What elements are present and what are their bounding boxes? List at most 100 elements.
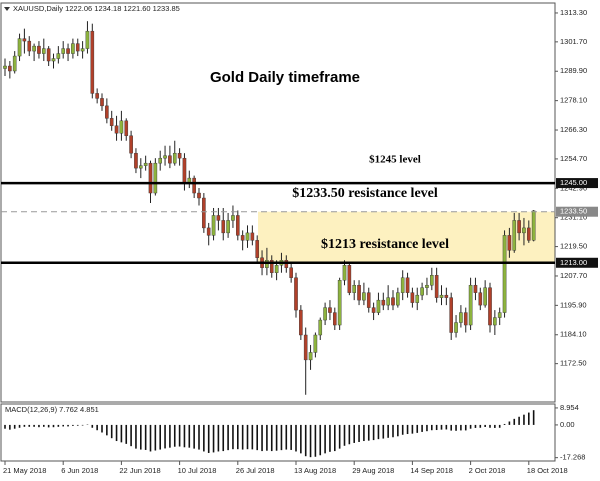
annotation: $1233.50 resistance level <box>292 186 438 201</box>
candle-body <box>56 53 61 59</box>
candle-body <box>493 317 497 326</box>
candle-body <box>488 287 492 326</box>
header: XAUUSD,Daily 1222.06 1234.18 1221.60 123… <box>13 4 180 13</box>
candle-body <box>386 297 390 306</box>
candle-body <box>483 287 487 306</box>
y-tick-label: 1254.70 <box>560 154 587 163</box>
candle-body <box>328 307 332 313</box>
candle-body <box>459 312 463 323</box>
level-label: 1245.00 <box>560 178 587 187</box>
candle-body <box>129 135 133 154</box>
candle-body <box>245 232 250 241</box>
candle-body <box>502 235 507 313</box>
candle-body <box>478 292 483 306</box>
x-tick-label: 10 Jul 2018 <box>178 466 217 475</box>
candle-body <box>333 312 337 326</box>
y-tick-label: 1219.50 <box>560 242 587 251</box>
candle-body <box>415 294 420 303</box>
candle-body <box>114 125 119 134</box>
candle-body <box>61 48 65 54</box>
macd-frame <box>0 403 556 462</box>
x-tick-label: 29 Aug 2018 <box>352 466 394 475</box>
candle-body <box>454 322 458 333</box>
candle-body <box>366 292 371 308</box>
candle-body <box>105 105 109 119</box>
candle-body <box>507 235 512 251</box>
candle-body <box>8 65 12 72</box>
candle-body <box>75 43 80 52</box>
candle-body <box>42 48 46 54</box>
candle-body <box>71 43 75 54</box>
candle-body <box>342 265 347 281</box>
candle-body <box>206 227 211 236</box>
x-tick-label: 6 Jun 2018 <box>61 466 98 475</box>
candle-body <box>420 287 424 296</box>
y-tick-label: 1195.90 <box>560 300 587 309</box>
candle-body <box>517 220 521 234</box>
candle-body <box>163 155 167 159</box>
x-tick-label: 18 Oct 2018 <box>527 466 568 475</box>
candle-body <box>289 267 293 278</box>
candle-body <box>497 312 502 318</box>
candle-body <box>216 215 221 221</box>
candle-body <box>318 319 323 336</box>
level-box <box>556 178 598 189</box>
candle-body <box>51 58 56 62</box>
level-box <box>556 257 598 268</box>
candle-body <box>303 334 308 361</box>
candle-body <box>347 265 352 293</box>
candle-body <box>27 40 32 52</box>
macd-tick-label: 8.954 <box>560 403 579 412</box>
y-tick-label: 1313.30 <box>560 8 587 17</box>
candle-body <box>299 309 303 336</box>
candle-body <box>371 307 376 313</box>
candle-body <box>153 162 158 194</box>
y-tick-label: 1289.90 <box>560 66 587 75</box>
candle-body <box>449 297 454 333</box>
candle-body <box>90 30 95 94</box>
candle-body <box>323 307 327 321</box>
candle-body <box>274 265 279 273</box>
candle-body <box>226 220 230 234</box>
candle-body <box>362 292 366 301</box>
y-tick-label: 1301.70 <box>560 37 587 46</box>
level-label: 1233.50 <box>560 207 587 216</box>
x-tick-label: 21 May 2018 <box>3 466 46 475</box>
candle-body <box>124 120 129 136</box>
candle-body <box>405 277 410 293</box>
candle-body <box>527 227 531 241</box>
x-tick-label: 13 Aug 2018 <box>294 466 336 475</box>
y-tick-label: 1172.50 <box>560 359 587 368</box>
candle-body <box>381 299 386 306</box>
candle-body <box>357 284 361 301</box>
candle-body <box>100 98 104 107</box>
macd-tick-label: 0.00 <box>560 420 575 429</box>
candle-body <box>425 284 429 288</box>
y-tick-label: 1278.10 <box>560 96 587 105</box>
candle-body <box>12 55 17 72</box>
candle-body <box>95 93 99 99</box>
candle-body <box>211 215 216 236</box>
candle-body <box>46 48 51 62</box>
candle-body <box>172 152 177 164</box>
candle-body <box>80 48 85 52</box>
candle-body <box>444 294 449 298</box>
y-tick-label: 1231.10 <box>560 213 587 222</box>
x-tick-label: 26 Jul 2018 <box>236 466 275 475</box>
candle-body <box>294 277 298 311</box>
candle-body <box>3 65 7 69</box>
candle-body <box>235 215 240 236</box>
level-label: 1213.00 <box>560 258 587 267</box>
candle-body <box>473 284 478 293</box>
x-tick-label: 22 Jun 2018 <box>119 466 160 475</box>
menu-icon[interactable] <box>4 7 10 11</box>
chart-title: Gold Daily timeframe <box>210 69 360 86</box>
main-frame <box>0 2 556 403</box>
candle-body <box>66 48 70 54</box>
candle-body <box>531 210 536 241</box>
candle-body <box>182 157 187 184</box>
candle-body <box>376 299 381 313</box>
candle-body <box>434 275 439 298</box>
level-box <box>556 206 598 217</box>
candle-body <box>410 292 415 303</box>
